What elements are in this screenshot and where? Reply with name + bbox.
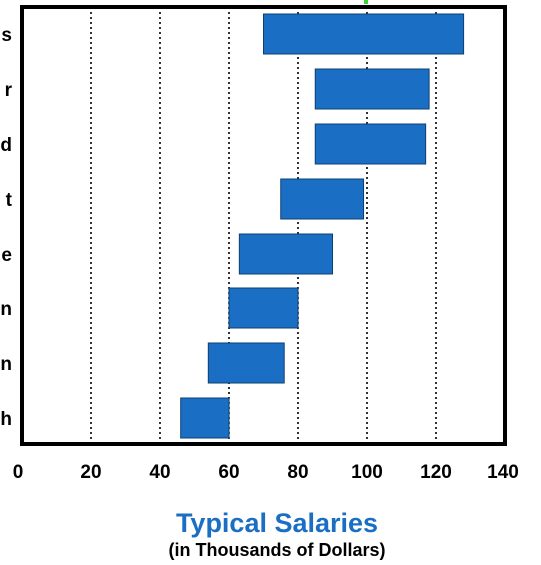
- salary-bar-3: [314, 123, 427, 165]
- row-label-8: h: [0, 409, 12, 430]
- row-label-1: s: [1, 25, 12, 46]
- row-labels: s r d t e n n h: [0, 25, 12, 430]
- salary-bar-4: [280, 178, 365, 220]
- x-tick-label-0: 0: [13, 462, 24, 483]
- row-label-5: e: [1, 245, 12, 266]
- salary-bar-6: [228, 287, 299, 329]
- x-tick-labels: 0 20 40 60 80 100 120 140: [13, 462, 519, 483]
- plot-frame: [20, 5, 507, 446]
- salary-bar-5: [238, 233, 334, 275]
- x-tick-label-40: 40: [149, 462, 170, 483]
- x-tick-label-140: 140: [487, 462, 519, 483]
- chart-subtitle: (in Thousands of Dollars): [168, 540, 385, 560]
- salary-bar-8: [180, 397, 230, 439]
- x-tick-label-80: 80: [287, 462, 308, 483]
- x-tick-label-120: 120: [420, 462, 452, 483]
- accent-mark: [364, 0, 368, 4]
- row-label-3: d: [0, 135, 12, 156]
- salary-bar-7: [207, 342, 285, 384]
- x-tick-label-60: 60: [218, 462, 239, 483]
- row-label-6: n: [0, 299, 12, 320]
- x-tick-label-20: 20: [80, 462, 101, 483]
- x-tick-label-100: 100: [351, 462, 383, 483]
- salary-bar-1: [263, 13, 465, 55]
- row-label-2: r: [5, 80, 13, 101]
- row-label-7: n: [0, 354, 12, 375]
- salary-bar-2: [314, 68, 430, 110]
- chart-title: Typical Salaries: [176, 508, 378, 538]
- row-label-4: t: [6, 190, 13, 211]
- bars: [180, 13, 465, 439]
